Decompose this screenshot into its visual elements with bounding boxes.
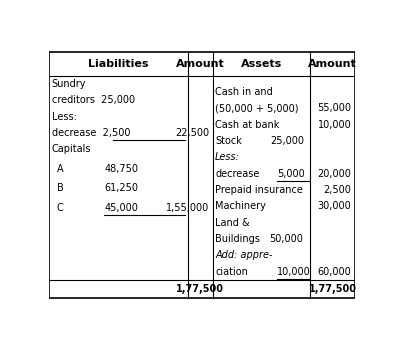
Text: 60,000: 60,000 — [318, 267, 351, 277]
Text: Liabilities: Liabilities — [89, 59, 149, 69]
Text: Prepaid insurance: Prepaid insurance — [215, 185, 303, 195]
Text: Amount: Amount — [308, 59, 357, 69]
Text: Less:: Less: — [52, 111, 76, 121]
Text: 1,77,500: 1,77,500 — [177, 284, 225, 294]
Text: decrease: decrease — [215, 169, 259, 179]
Text: 55,000: 55,000 — [318, 103, 351, 113]
Text: Less:: Less: — [215, 152, 240, 162]
Text: Assets: Assets — [241, 59, 282, 69]
Text: Capitals: Capitals — [52, 144, 91, 154]
Text: Stock: Stock — [215, 136, 242, 146]
Text: 25,000: 25,000 — [271, 136, 305, 146]
Text: Land &: Land & — [215, 217, 250, 228]
Text: Machinery: Machinery — [215, 201, 266, 211]
Text: ciation: ciation — [215, 267, 248, 277]
Text: 48,750: 48,750 — [104, 164, 138, 174]
Text: 1,77,500: 1,77,500 — [309, 284, 357, 294]
Text: 10,000: 10,000 — [277, 267, 310, 277]
Text: 2,500: 2,500 — [324, 185, 351, 195]
Text: Cash in and: Cash in and — [215, 87, 273, 97]
Text: A: A — [57, 164, 63, 174]
Text: 45,000: 45,000 — [104, 203, 138, 213]
Text: 30,000: 30,000 — [318, 201, 351, 211]
Text: C: C — [57, 203, 64, 213]
Text: decrease  2,500: decrease 2,500 — [52, 128, 130, 138]
Text: 22,500: 22,500 — [175, 128, 210, 138]
Text: Buildings: Buildings — [215, 234, 260, 244]
Text: 1,55,000: 1,55,000 — [166, 203, 210, 213]
Text: creditors  25,000: creditors 25,000 — [52, 95, 135, 105]
Text: Sundry: Sundry — [52, 79, 86, 89]
Text: 10,000: 10,000 — [318, 120, 351, 130]
Text: Cash at bank: Cash at bank — [215, 120, 279, 130]
Text: Amount: Amount — [176, 59, 225, 69]
Text: 20,000: 20,000 — [318, 169, 351, 179]
Text: 61,250: 61,250 — [104, 183, 138, 193]
Text: Add: appre-: Add: appre- — [215, 250, 273, 260]
Text: 50,000: 50,000 — [269, 234, 303, 244]
Text: (50,000 + 5,000): (50,000 + 5,000) — [215, 103, 299, 113]
Text: 5,000: 5,000 — [277, 169, 305, 179]
Text: B: B — [57, 183, 64, 193]
